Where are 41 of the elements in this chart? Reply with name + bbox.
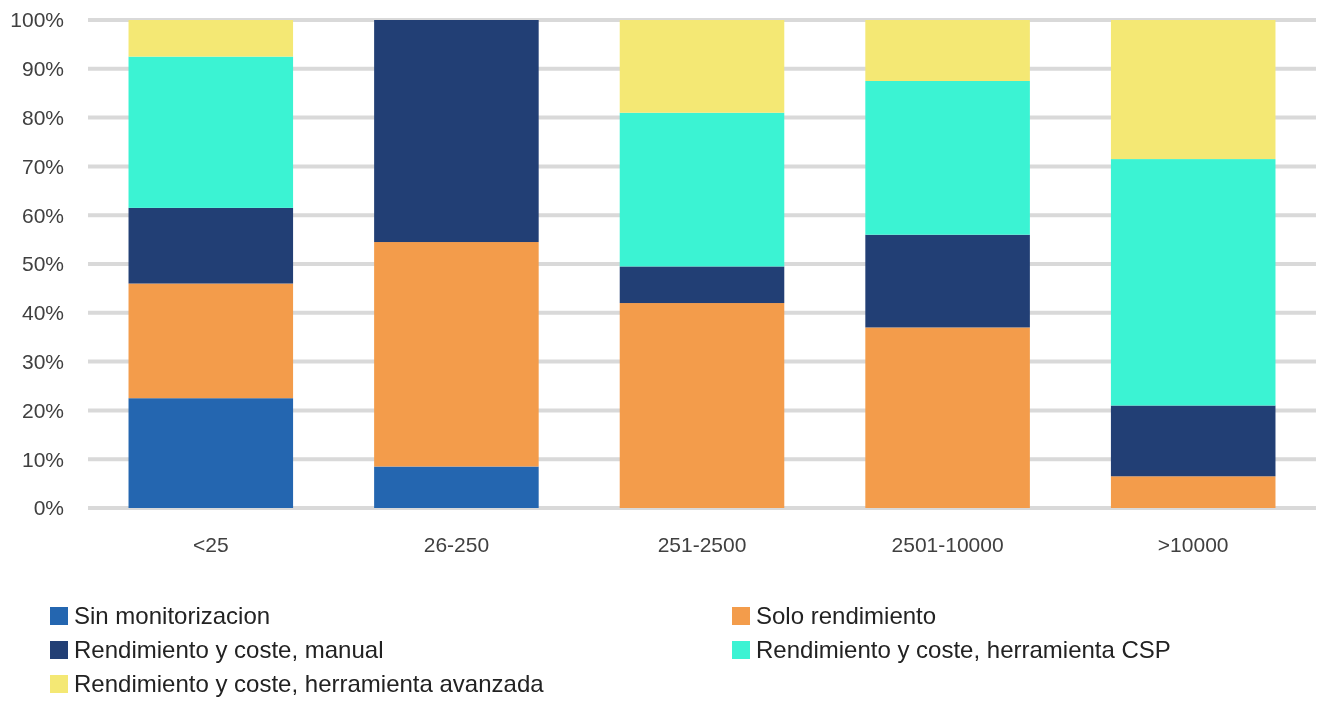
- y-tick-label: 50%: [21, 252, 64, 276]
- bar: [865, 327, 1030, 508]
- legend-label: Rendimiento y coste, herramienta avanzada: [74, 670, 545, 698]
- bar: [128, 207, 294, 284]
- bar: [865, 20, 1030, 81]
- legend-label: Sin monitorizacion: [74, 602, 271, 630]
- bar: [619, 266, 785, 304]
- legend-label: Rendimiento y coste, manual: [74, 636, 384, 664]
- bar: [374, 466, 539, 508]
- legend-label: Solo rendimiento: [756, 602, 937, 630]
- bar: [1110, 476, 1276, 508]
- bar: [865, 81, 1030, 235]
- y-tick-label: 30%: [21, 349, 64, 373]
- bar: [619, 20, 785, 113]
- x-tick-label: >10000: [1157, 533, 1229, 556]
- legend-label: Rendimiento y coste, herramienta CSP: [756, 636, 1171, 664]
- x-tick-label: 2501-10000: [891, 533, 1004, 556]
- bar: [374, 242, 539, 467]
- y-tick-label: 70%: [21, 154, 64, 178]
- bar: [619, 112, 785, 267]
- x-tick-label: <25: [192, 533, 229, 556]
- bar: [374, 20, 539, 243]
- y-tick-label: 0%: [33, 496, 64, 520]
- y-tick-label: 100%: [10, 8, 64, 32]
- bar: [128, 56, 294, 208]
- bar: [128, 398, 294, 508]
- y-tick-label: 60%: [21, 203, 64, 227]
- bar: [1110, 159, 1276, 406]
- bar: [1110, 20, 1276, 160]
- y-tick-label: 80%: [21, 105, 64, 129]
- y-tick-label: 10%: [21, 447, 64, 471]
- y-tick-label: 90%: [21, 57, 64, 81]
- bar: [1110, 405, 1276, 477]
- bar: [128, 283, 294, 399]
- bar: [128, 20, 294, 57]
- y-tick-label: 20%: [21, 398, 64, 422]
- y-tick-label: 40%: [21, 301, 64, 325]
- bar: [619, 303, 785, 508]
- bar: [865, 234, 1030, 328]
- x-tick-label: 26-250: [423, 533, 490, 556]
- x-tick-label: 251-2500: [657, 533, 747, 556]
